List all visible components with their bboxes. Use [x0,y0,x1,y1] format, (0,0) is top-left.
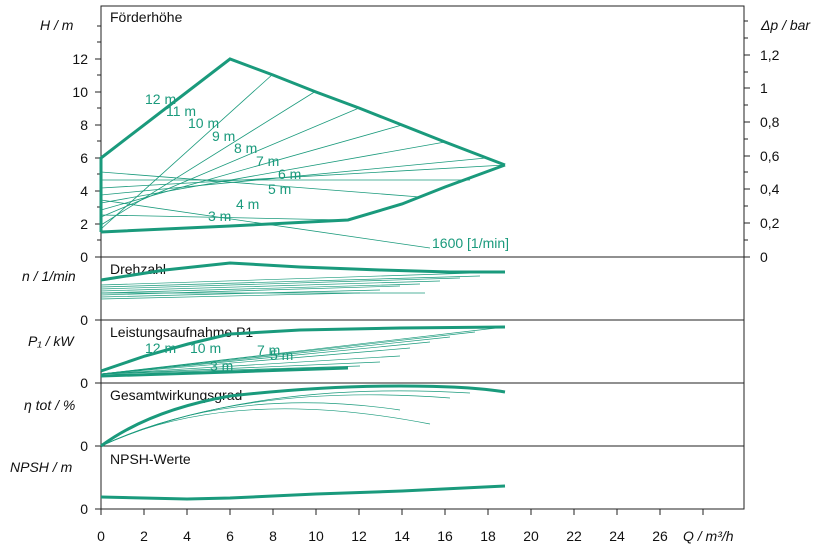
x-tick-label: 10 [308,528,324,544]
pressure-tick-label: 0,2 [760,215,780,231]
pressure-tick-label: 0 [760,249,768,265]
x-tick-label: 14 [394,528,410,544]
power-fan-lines [100,326,506,375]
power-panel-title: Leistungsaufnahme P1 [110,324,253,340]
pressure-tick-label: 0,4 [760,181,780,197]
head-curve-label: 9 m [212,128,235,144]
power-curve-label: 5 m [270,347,293,363]
head-fan-lines [100,73,506,249]
head-curve-label: 12 m [145,91,176,107]
head-axis-label: H / m [40,17,74,33]
x-tick-label: 16 [437,528,453,544]
x-tick-label: 24 [609,528,625,544]
power-min-curve [100,366,349,378]
power-axis-label: P₁ / kW [28,333,75,349]
head-tick-label: 2 [80,216,88,232]
npsh-curve [100,484,506,501]
head-max-curve [99,57,506,232]
pressure-tick-label: 1 [760,80,768,96]
pressure-tick-label: 0,6 [760,148,780,164]
head-curve-label: 4 m [236,196,259,212]
head-curve-label: 10 m [188,115,219,131]
speed-fan-lines [100,271,506,300]
power-curve-label: 7 m [257,342,280,358]
head-tick-label: 6 [80,150,88,166]
zero-ticks [95,256,101,510]
x-tick-label: 12 [351,528,367,544]
head-zero-label: 0 [80,249,88,265]
npsh-panel-title: NPSH-Werte [110,451,191,467]
speed-zero-label: 0 [80,312,88,328]
power-max-curve [100,325,506,373]
x-tick-label: 26 [652,528,668,544]
head-curve-label: 3 m [208,208,231,224]
pressure-tick-label: 1,2 [760,47,780,63]
power-curve-label: 10 m [190,340,221,356]
x-tick-label: 20 [523,528,539,544]
x-axis-label: Q / m³/h [683,528,734,544]
power-curve-label: 3 m [210,358,233,374]
speed-max-curve [100,261,505,282]
head-curve-label: 8 m [234,140,257,156]
npsh-panel-frame [100,445,745,510]
speed-curve-label: 1600 [1/min] [432,235,509,251]
head-tick-label: 4 [80,183,88,199]
pressure-tick-label: 0,8 [760,114,780,130]
head-axis-ticks [95,25,101,241]
power-curve-label: 12 m [145,340,176,356]
x-tick-label: 22 [566,528,582,544]
x-tick-label: 6 [226,528,234,544]
head-min-curve [100,163,506,234]
head-tick-label: 10 [72,84,88,100]
pressure-axis-label: Δp / bar [760,17,811,33]
x-tick-label: 8 [269,528,277,544]
head-curve-label: 6 m [278,166,301,182]
x-tick-label: 2 [140,528,148,544]
head-tick-label: 8 [80,117,88,133]
power-zero-label: 0 [80,375,88,391]
x-tick-label: 4 [183,528,191,544]
x-tick-label: 18 [480,528,496,544]
head-curve-label: 5 m [268,181,291,197]
npsh-zero-label: 0 [80,501,88,517]
head-curve-label: 11 m [166,103,196,119]
efficiency-panel-title: Gesamtwirkungsgrad [110,387,242,403]
x-tick-label: 0 [97,528,105,544]
efficiency-fan-lines [100,390,471,447]
head-panel-title: Förderhöhe [110,9,183,25]
efficiency-zero-label: 0 [80,438,88,454]
x-axis-ticks [100,509,704,515]
speed-axis-label: n / 1/min [22,268,76,284]
head-tick-label: 12 [72,51,88,67]
efficiency-curve [100,384,506,448]
pressure-axis-ticks [744,20,750,258]
head-curve-label: 7 m [256,153,279,169]
npsh-axis-label: NPSH / m [10,459,73,475]
efficiency-axis-label: η tot / % [24,397,75,413]
